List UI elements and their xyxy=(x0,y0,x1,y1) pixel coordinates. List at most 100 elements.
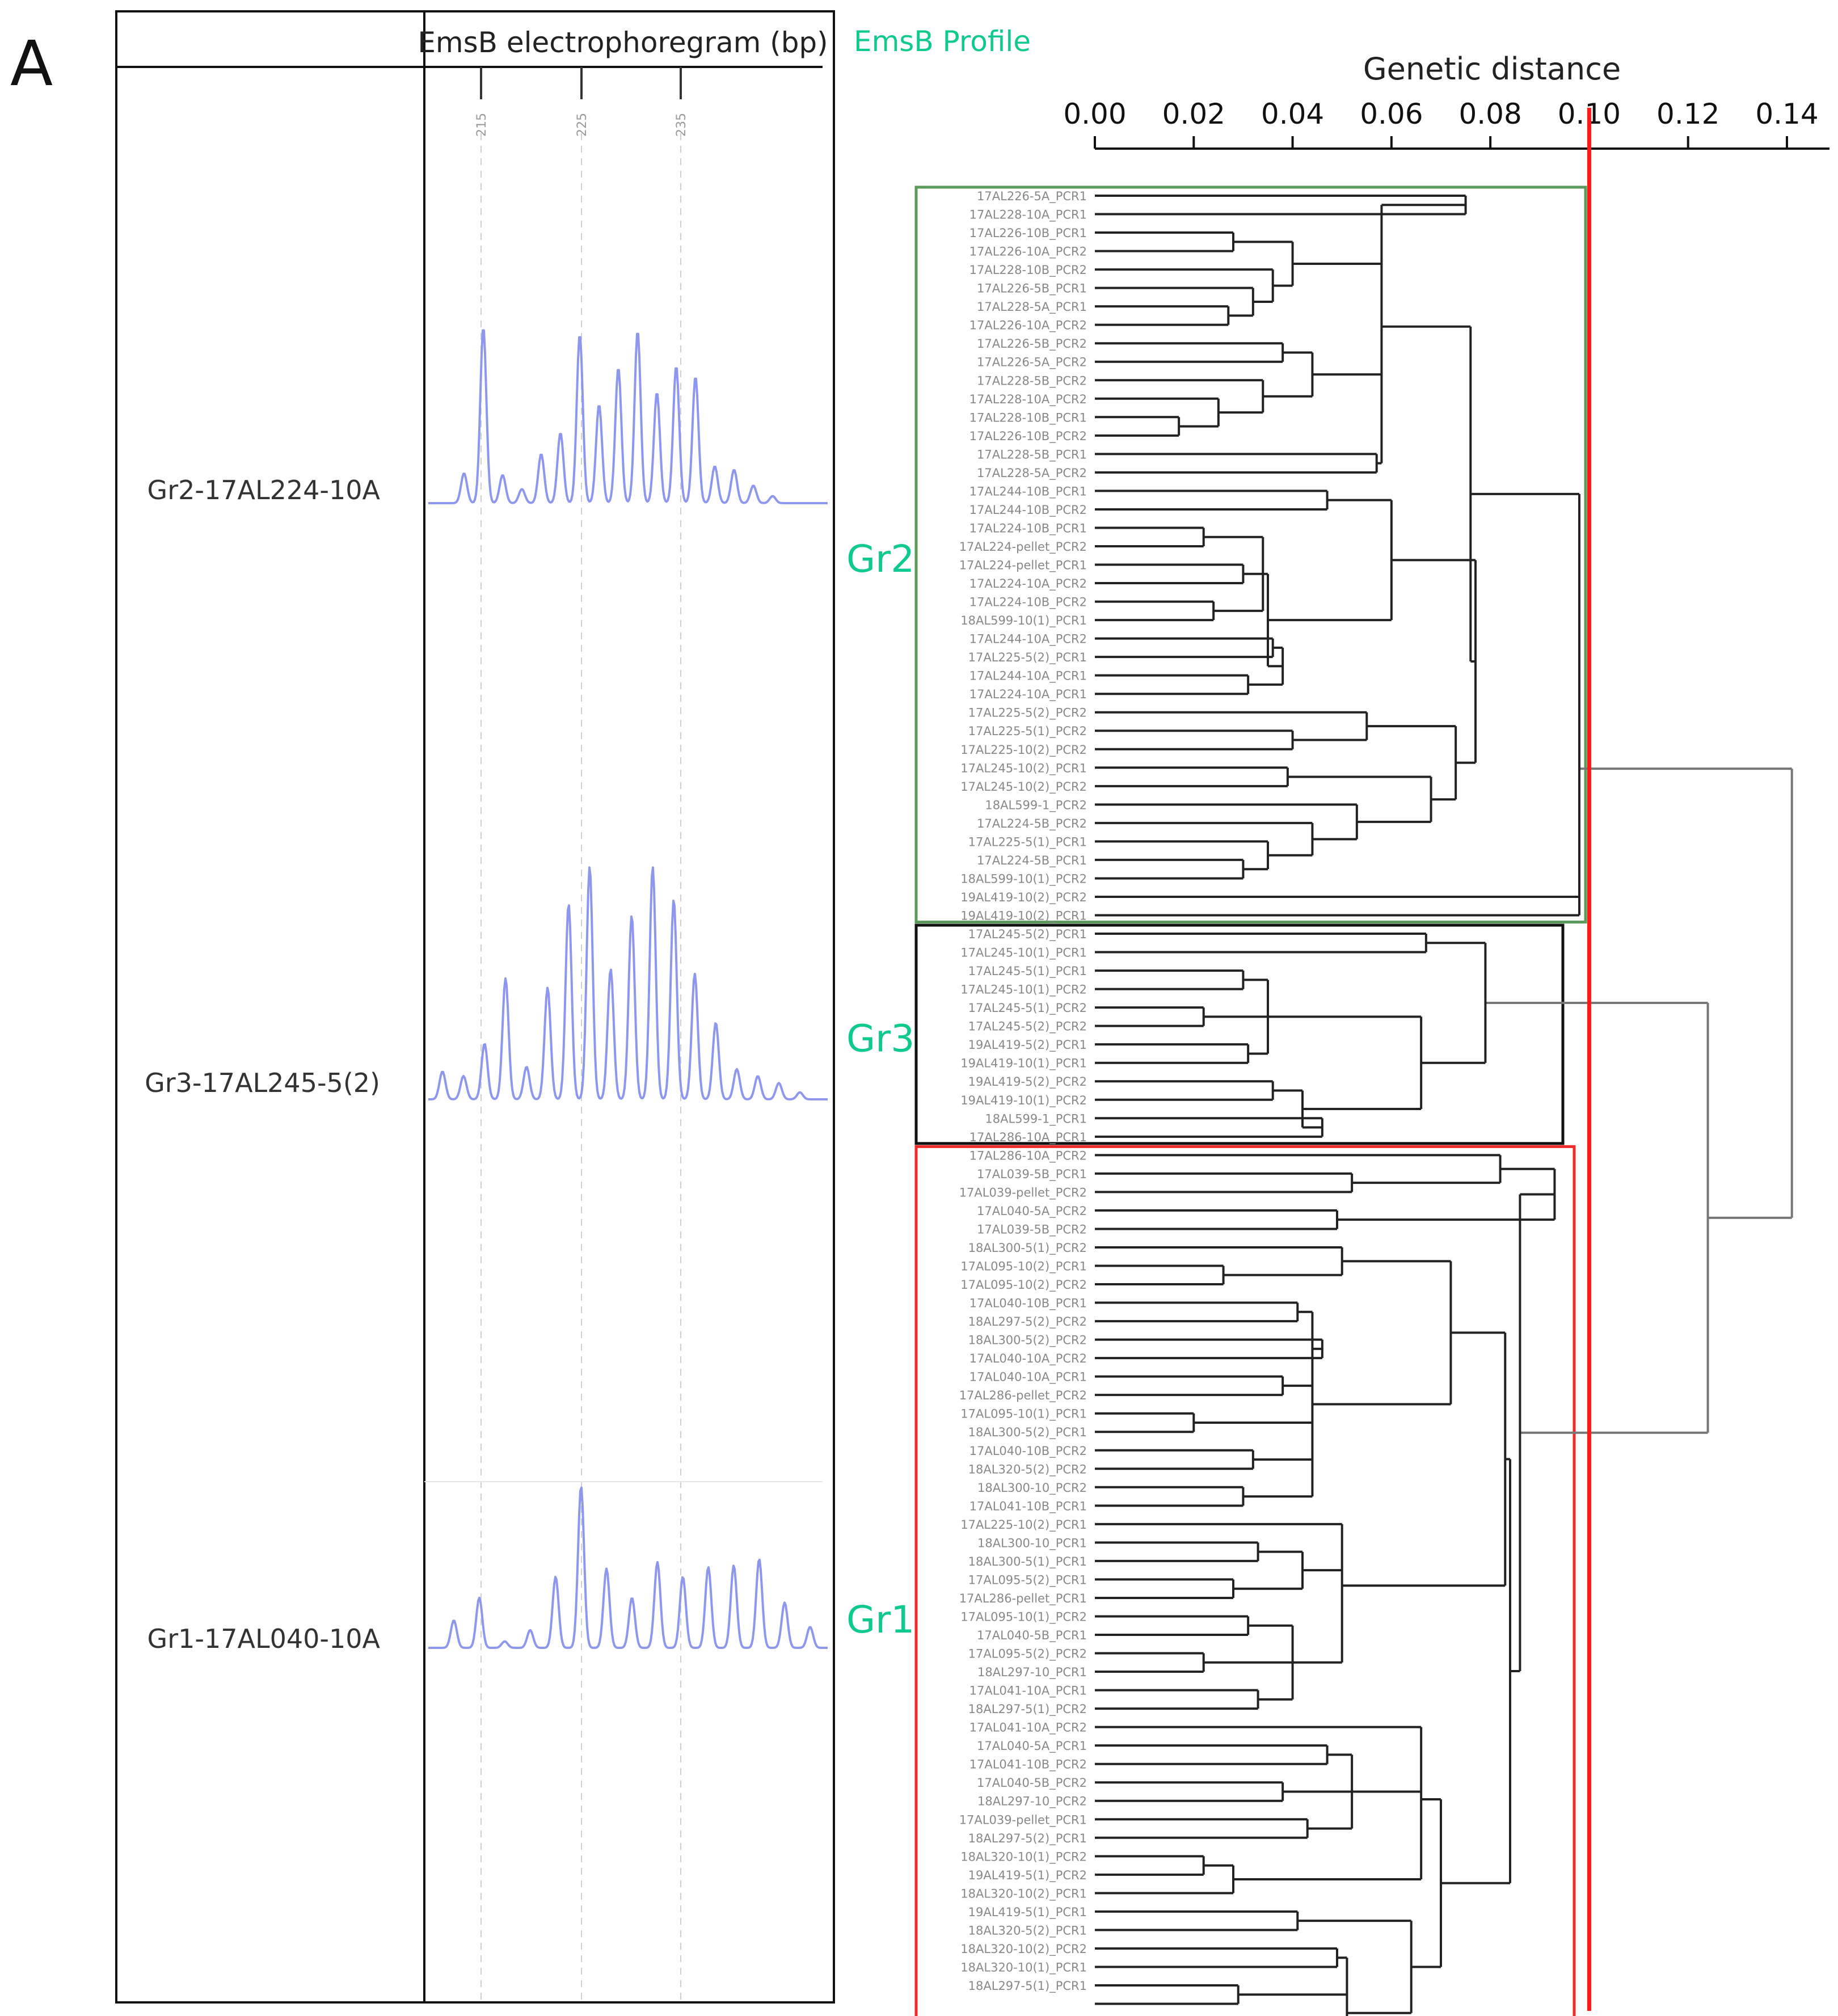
leaf-label: 17AL040-10B_PCR2 xyxy=(969,1444,1087,1458)
leaf-label: 18AL297-5(2)_PCR1 xyxy=(968,1832,1087,1846)
leaf-label: 17AL224-5B_PCR2 xyxy=(977,817,1087,831)
leaf-label: 18AL320-5(2)_PCR1 xyxy=(968,1924,1087,1938)
leaf-label: 17AL224-10B_PCR2 xyxy=(969,596,1087,610)
panel-label: A xyxy=(10,27,53,100)
leaf-label: 18AL297-10_PCR1 xyxy=(977,1665,1087,1680)
leaf-label: 17AL225-5(1)_PCR1 xyxy=(968,835,1087,849)
group-labels: Gr2 Gr3 Gr1 xyxy=(846,537,914,1642)
electrophoregram-trace xyxy=(428,329,828,504)
leaf-label: 17AL040-10A_PCR2 xyxy=(969,1352,1087,1366)
electrophoregram-axis: 215 225 235 xyxy=(424,66,823,2002)
leaf-label: 17AL228-10A_PCR2 xyxy=(969,393,1087,407)
leaf-label: 17AL040-5A_PCR2 xyxy=(977,1204,1087,1218)
leaf-label: 17AL228-10B_PCR2 xyxy=(969,263,1087,277)
leaf-label: 17AL226-5A_PCR2 xyxy=(977,356,1087,370)
leaf-label: 17AL225-5(2)_PCR1 xyxy=(968,651,1087,665)
distance-tick-label: 0.00 xyxy=(1063,98,1126,130)
electrophoregram-traces: Gr2-17AL224-10A Gr3-17AL245-5(2) Gr1-17AL0… xyxy=(145,329,828,1654)
leaf-label: 17AL226-10A_PCR2 xyxy=(969,245,1087,259)
group-label: Gr2 xyxy=(846,537,914,581)
group-label: Gr3 xyxy=(846,1017,914,1060)
distance-tick-label: 0.06 xyxy=(1360,98,1423,130)
leaf-label: 17AL226-10B_PCR1 xyxy=(969,226,1087,241)
leaf-label: 19AL419-5(2)_PCR2 xyxy=(968,1075,1087,1089)
genetic-distance-axis: Genetic distance 0.00 0.02 0.04 0.06 0.08 0.1… xyxy=(1063,51,1829,150)
leaf-label: 17AL226-5B_PCR1 xyxy=(977,282,1087,296)
leaf-label: 18AL300-5(1)_PCR2 xyxy=(968,1241,1087,1255)
distance-tick-label: 0.14 xyxy=(1755,98,1818,130)
leaf-label: 17AL226-5A_PCR1 xyxy=(977,189,1087,204)
leaf-label: 17AL244-10A_PCR2 xyxy=(969,632,1087,647)
group-box xyxy=(914,185,1587,924)
leaf-label: 17AL244-10B_PCR2 xyxy=(969,503,1087,517)
electro-tick-label: 235 xyxy=(675,113,689,137)
leaf-label: 17AL224-10B_PCR1 xyxy=(969,521,1087,535)
leaf-label: 19AL419-5(2)_PCR1 xyxy=(968,1038,1087,1052)
leaf-label: 18AL297-5(2)_PCR2 xyxy=(968,1315,1087,1329)
sample-name: Gr3-17AL245-5(2) xyxy=(145,1068,380,1098)
leaf-label: 17AL286-pellet_PCR2 xyxy=(959,1389,1087,1403)
leaf-label: 18AL320-5(2)_PCR2 xyxy=(968,1462,1087,1477)
leaf-label: 17AL224-5B_PCR1 xyxy=(977,854,1087,868)
sample-name: Gr1-17AL040-10A xyxy=(147,1623,381,1654)
leaf-label: 18AL300-10_PCR1 xyxy=(977,1536,1087,1550)
dendrogram xyxy=(1095,195,1793,2016)
group-label: Gr1 xyxy=(846,1598,914,1642)
leaf-label: 18AL297-5(1)_PCR1 xyxy=(968,1979,1087,1993)
leaf-label: 19AL419-10(1)_PCR1 xyxy=(960,1057,1087,1071)
leaf-label: 18AL320-10(2)_PCR2 xyxy=(960,1942,1087,1956)
leaf-label: 17AL228-5A_PCR1 xyxy=(977,300,1087,314)
leaf-label: 19AL419-10(1)_PCR2 xyxy=(960,1094,1087,1108)
leaf-label: 17AL095-10(2)_PCR1 xyxy=(960,1259,1087,1273)
electro-tick-label: 225 xyxy=(575,113,589,137)
sample-name: Gr2-17AL224-10A xyxy=(147,475,381,505)
leaf-label: 17AL040-10A_PCR1 xyxy=(969,1370,1087,1385)
leaf-label: 17AL095-5(2)_PCR2 xyxy=(968,1647,1087,1661)
leaf-label: 17AL225-5(2)_PCR2 xyxy=(968,706,1087,720)
leaf-label: 18AL300-5(2)_PCR1 xyxy=(968,1425,1087,1440)
leaf-label: 17AL245-5(1)_PCR2 xyxy=(968,1001,1087,1015)
leaf-label: 17AL095-10(1)_PCR2 xyxy=(960,1610,1087,1624)
leaf-label: 17AL095-5(2)_PCR1 xyxy=(968,1573,1087,1587)
leaf-label: 17AL040-10B_PCR1 xyxy=(969,1297,1087,1311)
leaf-label: 17AL224-pellet_PCR2 xyxy=(959,540,1087,554)
leaf-label: 18AL320-10(1)_PCR1 xyxy=(960,1960,1087,1975)
leaf-label: 17AL095-10(2)_PCR2 xyxy=(960,1278,1087,1292)
distance-tick-label: 0.12 xyxy=(1656,98,1719,130)
leaf-label: 18AL599-10(1)_PCR1 xyxy=(960,614,1087,628)
leaf-label: 17AL041-10B_PCR1 xyxy=(969,1499,1087,1513)
leaf-label: 17AL039-5B_PCR1 xyxy=(977,1167,1087,1182)
leaf-label: 17AL224-10A_PCR2 xyxy=(969,577,1087,591)
leaf-label: 17AL041-10A_PCR2 xyxy=(969,1721,1087,1735)
leaf-label: 17AL040-5B_PCR2 xyxy=(977,1776,1087,1790)
leaf-label: 18AL320-10(1)_PCR2 xyxy=(960,1850,1087,1864)
leaf-label: 17AL225-10(2)_PCR1 xyxy=(960,1518,1087,1532)
distance-tick-label: 0.08 xyxy=(1458,98,1521,130)
group-box xyxy=(914,923,1565,1145)
leaf-label: 17AL245-10(1)_PCR2 xyxy=(960,983,1087,997)
leaf-label: 17AL245-10(2)_PCR2 xyxy=(960,780,1087,794)
leaf-label: 19AL419-5(1)_PCR1 xyxy=(968,1905,1087,1920)
leaf-label: 18AL599-1_PCR1 xyxy=(985,1112,1087,1126)
electrophoregram-header: EmsB electrophoregram (bp) xyxy=(418,26,828,59)
distance-axis-title: Genetic distance xyxy=(1363,51,1621,87)
leaf-label: 17AL228-10B_PCR1 xyxy=(969,411,1087,425)
leaf-labels: 17AL226-5A_PCR1 17AL228-10A_PCR1 17AL226-1… xyxy=(959,189,1087,1993)
leaf-label: 17AL039-pellet_PCR2 xyxy=(959,1186,1087,1200)
leaf-label: 18AL300-10_PCR2 xyxy=(977,1481,1087,1495)
leaf-label: 17AL245-5(2)_PCR2 xyxy=(968,1020,1087,1034)
leaf-label: 17AL226-5B_PCR2 xyxy=(977,337,1087,351)
leaf-label: 17AL245-5(1)_PCR1 xyxy=(968,964,1087,979)
leaf-label: 18AL297-5(1)_PCR2 xyxy=(968,1702,1087,1716)
distance-tick-label: 0.04 xyxy=(1261,98,1324,130)
leaf-label: 17AL224-pellet_PCR1 xyxy=(959,559,1087,573)
leaf-label: 18AL599-1_PCR2 xyxy=(985,798,1087,812)
leaf-label: 17AL040-5B_PCR1 xyxy=(977,1629,1087,1643)
electrophoregram-trace xyxy=(428,866,828,1100)
electrophoregram-panel: EmsB electrophoregram (bp) 215 225 235 Gr2… xyxy=(115,10,835,2004)
leaf-label: 17AL039-5B_PCR2 xyxy=(977,1222,1087,1237)
leaf-label: 18AL599-10(1)_PCR2 xyxy=(960,872,1087,886)
leaf-label: 17AL245-10(2)_PCR1 xyxy=(960,761,1087,775)
leaf-label: 17AL226-10A_PCR2 xyxy=(969,319,1087,333)
